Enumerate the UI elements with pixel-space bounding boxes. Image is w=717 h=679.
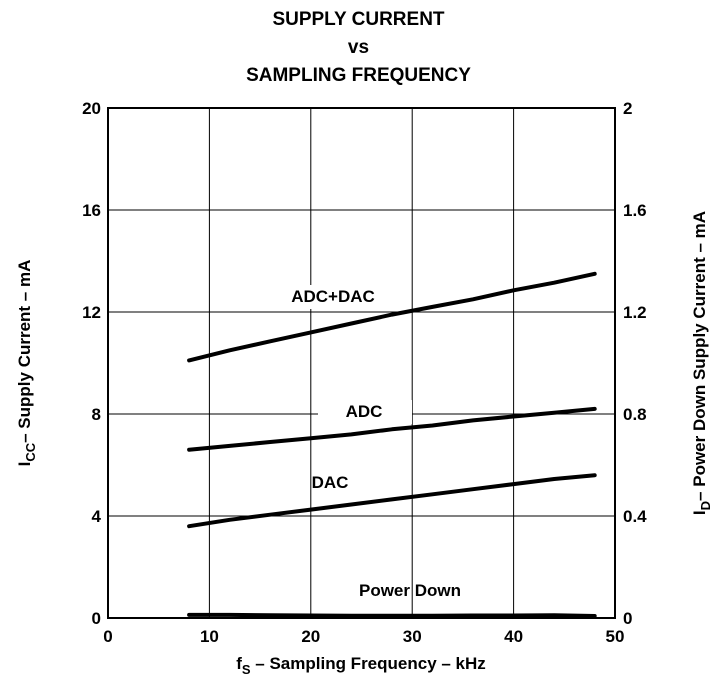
y2-tick-label: 0 <box>623 609 632 628</box>
chart-title-line-2: vs <box>347 37 370 58</box>
y2-tick-label: 0.4 <box>623 507 647 526</box>
y-tick-label: 12 <box>82 303 101 322</box>
series-label: DAC <box>312 473 349 492</box>
x-tick-label: 20 <box>301 627 320 646</box>
y2-tick-label: 0.8 <box>623 405 647 424</box>
y-tick-label: 0 <box>92 609 101 628</box>
y-axis-label-subscript: CC <box>23 442 38 461</box>
y-axis-label-rest: – Supply Current – mA <box>15 260 34 443</box>
x-axis-label-subscript: S <box>242 662 251 677</box>
x-tick-label: 40 <box>504 627 523 646</box>
series-label-background <box>258 285 410 309</box>
series-label: ADC <box>346 402 383 421</box>
y2-axis-label-main: I <box>690 510 709 515</box>
y2-axis-label: ID– Power Down Supply Current – mA <box>690 211 713 515</box>
series-line <box>187 612 597 618</box>
series-labels: ADC+DAC ADC DAC Power Down <box>258 285 461 600</box>
chart-title-line-1: SUPPLY CURRENT <box>272 9 445 30</box>
x-tick-label: 50 <box>606 627 625 646</box>
x-tick-label: 0 <box>103 627 112 646</box>
y-tick-label: 16 <box>82 201 101 220</box>
x-tick-labels: 0 10 20 30 40 50 <box>103 627 624 646</box>
y2-tick-label: 2 <box>623 99 632 118</box>
series-lines <box>187 271 597 618</box>
series-label-background <box>318 400 412 424</box>
y-tick-label: 4 <box>92 507 102 526</box>
y2-tick-label: 1.2 <box>623 303 647 322</box>
y-tick-labels: 0 4 8 12 16 20 <box>82 99 101 628</box>
x-tick-label: 10 <box>200 627 219 646</box>
y2-tick-labels: 0 0.4 0.8 1.2 1.6 2 <box>623 99 647 628</box>
x-tick-label: 30 <box>403 627 422 646</box>
x-axis-label-main: f <box>236 654 242 673</box>
series-line <box>187 406 597 452</box>
plot-area <box>107 107 616 619</box>
series-line <box>187 473 597 529</box>
y-axis-label-main: I <box>15 462 34 467</box>
grid-lines <box>108 108 615 618</box>
y2-axis-label-subscript: D <box>698 501 713 510</box>
y-tick-label: 20 <box>82 99 101 118</box>
series-label: ADC+DAC <box>291 287 375 306</box>
y-axis-label: ICC– Supply Current – mA <box>15 260 38 467</box>
series-label: Power Down <box>359 581 461 600</box>
y2-tick-label: 1.6 <box>623 201 647 220</box>
series-line <box>187 271 597 363</box>
y2-axis-label-rest: – Power Down Supply Current – mA <box>690 211 709 501</box>
y-tick-label: 8 <box>92 405 101 424</box>
x-axis-label-rest: – Sampling Frequency – kHz <box>251 654 486 673</box>
chart-title-line-3: SAMPLING FREQUENCY <box>246 65 471 86</box>
x-axis-label: fS – Sampling Frequency – kHz <box>236 654 486 677</box>
